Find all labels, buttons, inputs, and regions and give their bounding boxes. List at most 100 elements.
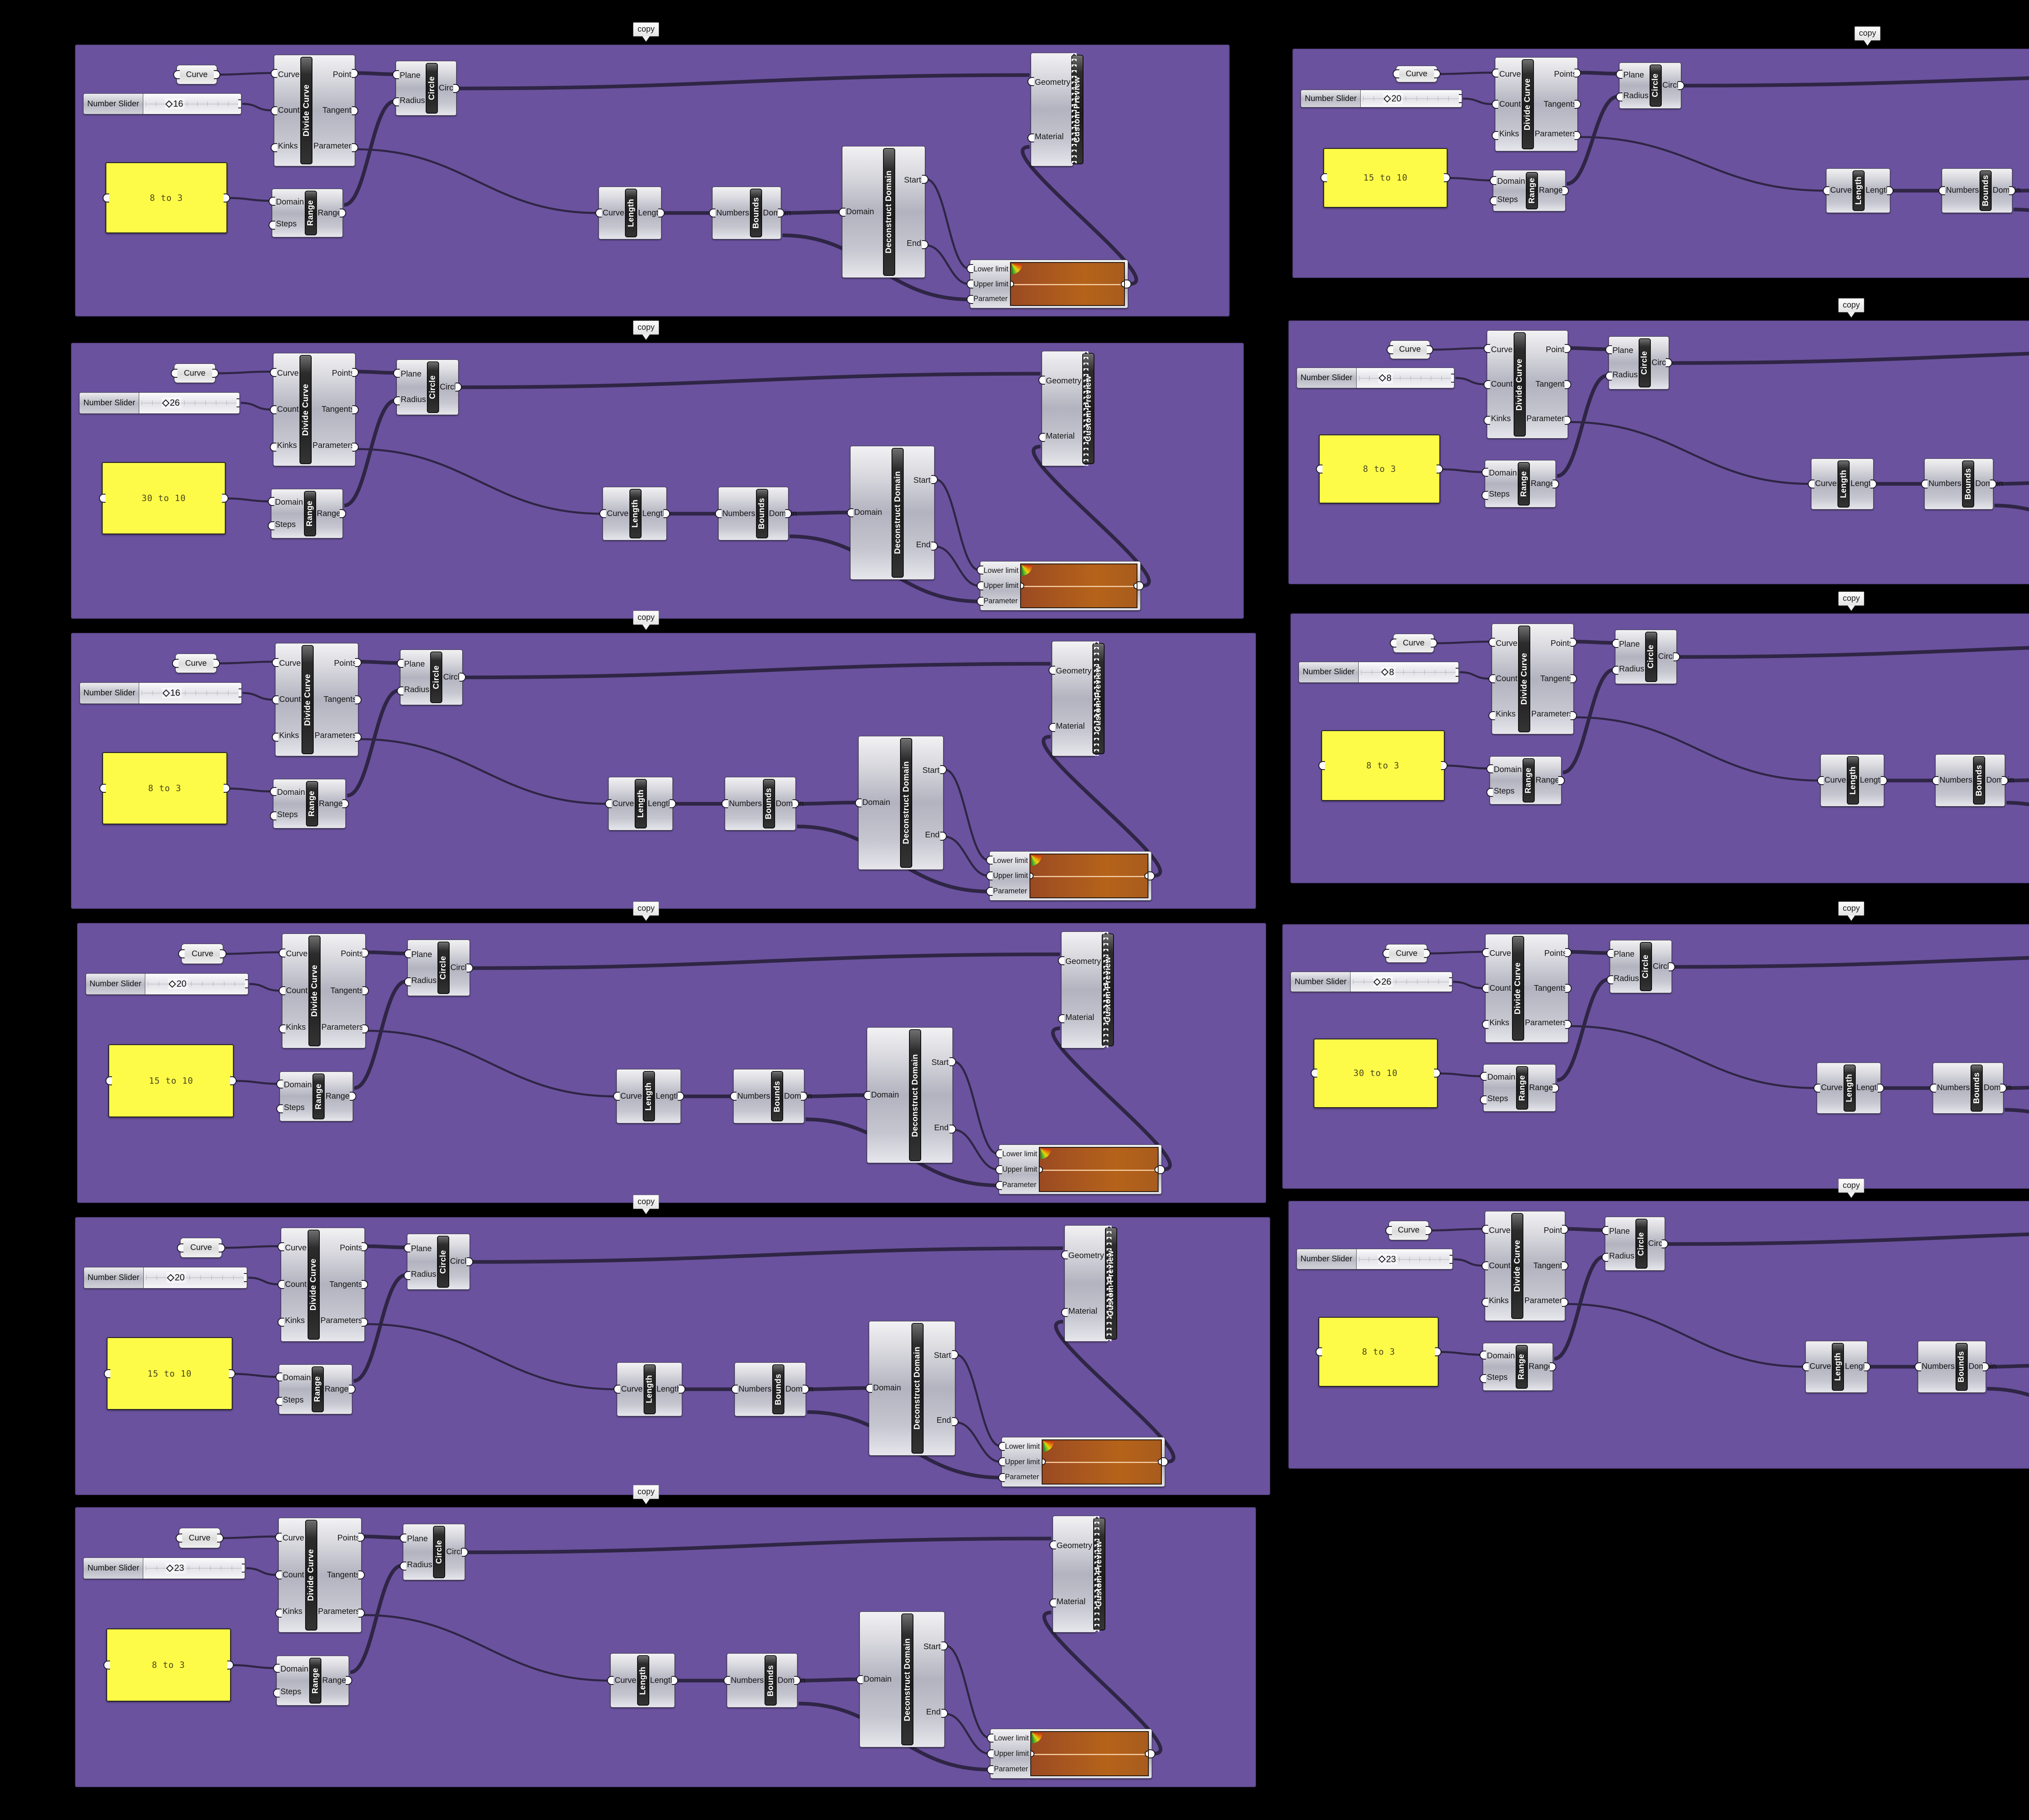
component-nameplate[interactable]: Custom Preview	[1102, 933, 1114, 1046]
output-port-knob[interactable]	[1673, 652, 1680, 661]
component-nameplate[interactable]: Circle	[1639, 942, 1652, 992]
input-port-knob[interactable]	[273, 1688, 280, 1697]
gradient-handle-left[interactable]	[1021, 582, 1024, 589]
component-nameplate[interactable]: Divide Curve	[302, 645, 314, 755]
component-nameplate[interactable]: Circle	[1638, 338, 1651, 387]
input-port-knob[interactable]	[1038, 375, 1045, 385]
component-nameplate[interactable]: Divide Curve	[307, 1229, 320, 1340]
input-port-knob[interactable]	[271, 733, 278, 742]
number-slider-track[interactable]: 23	[143, 1558, 245, 1579]
output-port-knob[interactable]	[1451, 373, 1454, 383]
deconstruct-domain-component-L3[interactable]: Domain Deconstruct Domain Start End	[855, 736, 947, 870]
component-nameplate[interactable]: Range	[1518, 462, 1530, 506]
slider-handle-diamond-icon[interactable]	[168, 980, 176, 988]
curve-parameter-L2[interactable]: Curve	[170, 363, 219, 383]
component-nameplate[interactable]: Range	[1515, 1345, 1528, 1389]
input-port-knob[interactable]	[99, 784, 106, 793]
input-port-knob[interactable]	[400, 1561, 407, 1570]
output-port-knob[interactable]	[1158, 1165, 1165, 1174]
component-nameplate[interactable]: Length	[637, 1655, 649, 1706]
gradient-handle-left[interactable]	[1030, 872, 1034, 879]
component-nameplate[interactable]: Range	[311, 1366, 324, 1412]
output-port-knob[interactable]	[1552, 479, 1559, 488]
number-slider[interactable]: Number Slider 20	[85, 973, 249, 995]
component-nameplate[interactable]: Range	[306, 781, 318, 827]
curve-parameter-R4[interactable]: Curve	[1383, 944, 1431, 963]
component-nameplate[interactable]: Circle	[426, 63, 438, 114]
gradient-handle-right[interactable]	[1144, 872, 1148, 879]
input-port-knob[interactable]	[856, 1675, 863, 1684]
number-slider[interactable]: Number Slider 16	[79, 682, 242, 704]
circle-component-R3[interactable]: Plane Radius Circle Circle	[1611, 629, 1680, 684]
number-slider-track[interactable]: 8	[1356, 368, 1454, 388]
output-port-knob[interactable]	[1562, 1297, 1568, 1307]
component-nameplate[interactable]: Range	[1522, 758, 1535, 803]
input-port-knob[interactable]	[1611, 639, 1618, 648]
output-port-knob[interactable]	[346, 1676, 353, 1685]
range-component-R1[interactable]: Domain Steps Range Range	[1490, 170, 1569, 211]
component-nameplate[interactable]: Bounds	[1962, 460, 1975, 508]
number-slider-track[interactable]: 16	[143, 94, 241, 114]
number-slider-value-group[interactable]: 26	[161, 398, 182, 409]
slider-handle-diamond-icon[interactable]	[166, 1564, 174, 1572]
length-component-L5[interactable]: Curve Length Length	[614, 1362, 685, 1416]
component-nameplate[interactable]: Length	[1837, 460, 1850, 508]
bounds-component-L1[interactable]: Numbers Bounds Domain	[709, 187, 791, 239]
component-nameplate[interactable]: Range	[304, 191, 317, 235]
input-port-knob[interactable]	[1482, 948, 1489, 957]
text-panel[interactable]: 30 to 10	[1310, 1039, 1441, 1108]
output-port-knob[interactable]	[244, 1273, 247, 1282]
component-nameplate[interactable]: Divide Curve	[305, 1519, 317, 1631]
input-port-knob[interactable]	[1822, 186, 1829, 195]
input-port-knob[interactable]	[731, 1385, 738, 1394]
input-port-knob[interactable]	[1482, 984, 1489, 993]
component-nameplate[interactable]: Divide Curve	[300, 57, 313, 164]
component-nameplate[interactable]: Custom Preview	[1071, 55, 1083, 164]
text-panel[interactable]: 15 to 10	[103, 1337, 236, 1410]
output-port-knob[interactable]	[362, 948, 369, 957]
text-panel[interactable]: 8 to 3	[103, 162, 230, 233]
color-wheel-icon[interactable]	[1012, 264, 1023, 274]
output-port-knob[interactable]	[1562, 186, 1569, 195]
gradient-swatch[interactable]	[1041, 1439, 1162, 1484]
input-port-knob[interactable]	[986, 871, 993, 880]
input-port-knob[interactable]	[1480, 1095, 1487, 1104]
circle-component-R2[interactable]: Plane Radius Circle Circle	[1605, 336, 1673, 389]
text-panel[interactable]: 15 to 10	[1320, 148, 1451, 208]
component-nameplate[interactable]: Custom Preview	[1092, 643, 1105, 755]
input-port-knob[interactable]	[1486, 788, 1493, 797]
curve-parameter-L5[interactable]: Curve	[177, 1238, 226, 1258]
gradient-component[interactable]: Lower limit Upper limit Parameter	[967, 260, 1131, 308]
divide-curve-component-R5[interactable]: Curve Count Kinks Divide Curve Points Tangent…	[1481, 1211, 1568, 1321]
divide-curve-component-R1[interactable]: Curve Count Kinks Divide Curve Points Tangent…	[1492, 57, 1581, 151]
input-port-knob[interactable]	[1049, 1598, 1056, 1608]
input-port-knob[interactable]	[967, 295, 973, 304]
component-nameplate[interactable]: Length	[643, 1364, 656, 1414]
input-port-knob[interactable]	[278, 1280, 284, 1289]
number-slider[interactable]: Number Slider 16	[83, 93, 241, 114]
output-port-knob[interactable]	[342, 799, 349, 809]
input-port-knob[interactable]	[1383, 949, 1389, 958]
output-port-knob[interactable]	[340, 209, 346, 217]
gradient-handle-left[interactable]	[1039, 1166, 1043, 1173]
component-nameplate[interactable]: Circle	[437, 1235, 450, 1288]
output-port-knob[interactable]	[1565, 948, 1572, 957]
slider-handle-diamond-icon[interactable]	[162, 689, 170, 697]
input-port-knob[interactable]	[276, 1397, 282, 1406]
input-port-knob[interactable]	[392, 97, 399, 106]
input-port-knob[interactable]	[269, 368, 276, 377]
input-port-knob[interactable]	[271, 695, 278, 704]
input-port-knob[interactable]	[709, 209, 715, 217]
input-port-knob[interactable]	[1488, 637, 1495, 647]
input-port-knob[interactable]	[273, 1663, 280, 1673]
component-nameplate[interactable]: Bounds	[771, 1071, 784, 1122]
input-port-knob[interactable]	[1316, 465, 1323, 474]
slider-handle-diamond-icon[interactable]	[1378, 374, 1386, 382]
curve-parameter-L3[interactable]: Curve	[172, 653, 220, 673]
number-slider-value-group[interactable]: 20	[166, 1272, 187, 1283]
input-port-knob[interactable]	[1481, 1297, 1488, 1307]
component-nameplate[interactable]: Deconstruct Domain	[901, 1613, 914, 1746]
gradient-handle-right[interactable]	[1145, 1750, 1148, 1757]
input-port-knob[interactable]	[1492, 100, 1499, 109]
